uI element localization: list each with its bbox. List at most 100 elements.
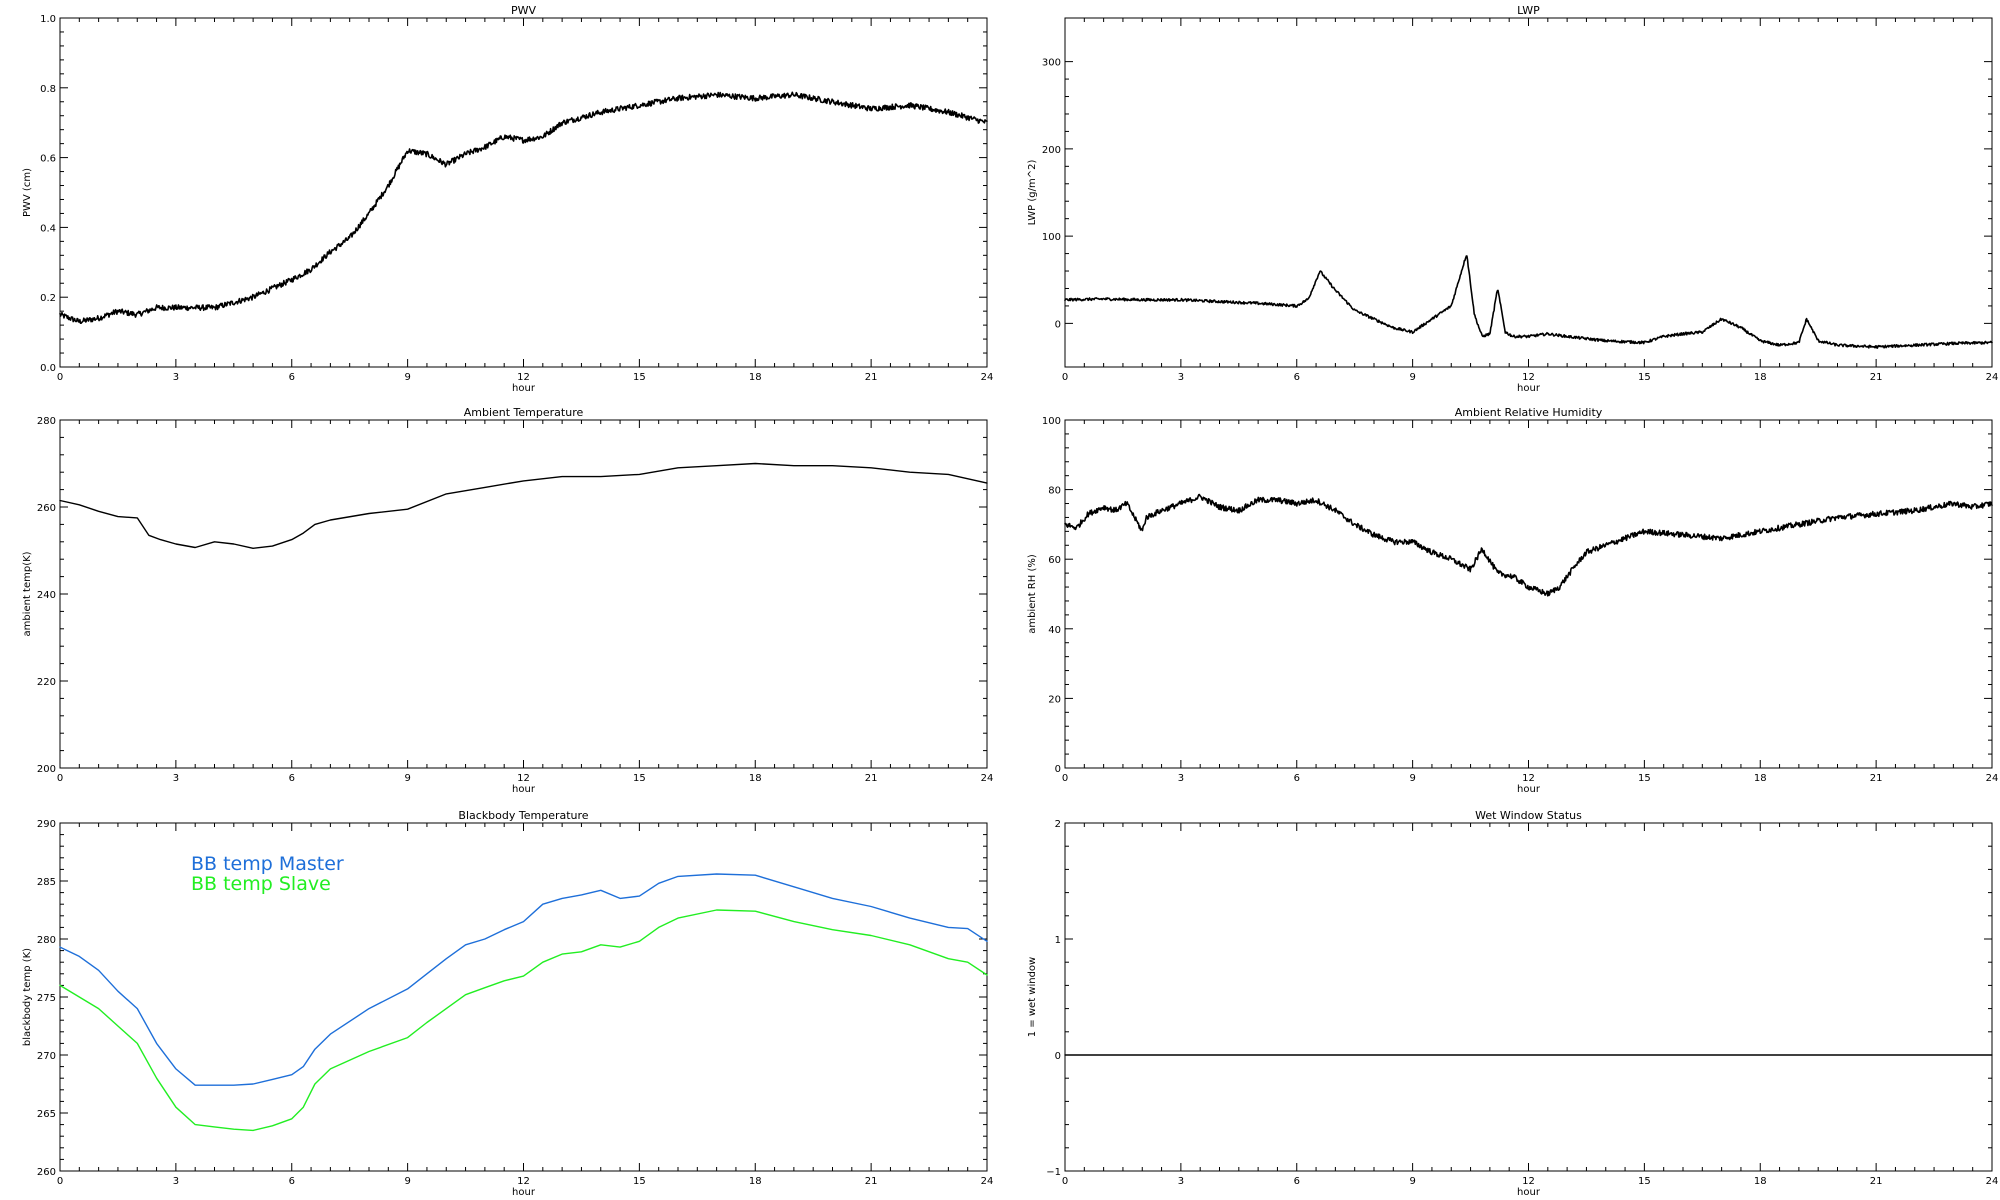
x-tick-label: 15 — [1638, 773, 1651, 784]
x-tick-label: 6 — [289, 372, 295, 383]
y-tick-label: 280 — [37, 935, 56, 946]
x-tick-label: 18 — [749, 1176, 762, 1187]
chart-panel-0: PWV 0 3 6 9 12 15 18 21 24 hour 0.0 0.2 0.4 0.6 0.8 1.0 P… — [22, 4, 993, 394]
y-tick-label: 285 — [37, 877, 56, 888]
x-tick-label: 24 — [981, 372, 994, 383]
y-tick-label: 0.4 — [40, 223, 56, 234]
series-line-0 — [1064, 255, 1993, 349]
x-tick-label: 24 — [1986, 1176, 1999, 1187]
x-tick-label: 3 — [1178, 372, 1184, 383]
y-axis-label: ambient RH (%) — [1027, 554, 1038, 634]
y-tick-label: 0 — [1055, 764, 1061, 775]
y-axis-label: PWV (cm) — [22, 168, 33, 217]
y-tick-label: 40 — [1048, 625, 1061, 636]
x-tick-label: 21 — [1870, 372, 1883, 383]
x-tick-label: 9 — [1409, 372, 1415, 383]
plot-frame — [1064, 822, 1993, 1172]
y-tick-label: 290 — [37, 819, 56, 830]
y-tick-label: 200 — [37, 764, 56, 775]
x-tick-label: 24 — [981, 773, 994, 784]
x-tick-label: 21 — [1870, 1176, 1883, 1187]
x-tick-label: 21 — [865, 372, 878, 383]
series-line-0 — [59, 873, 988, 1086]
chart-panel-3: Ambient Relative Humidity 0 3 6 9 12 15 18 21 24 h… — [1027, 406, 1998, 795]
chart-panel-4: Blackbody Temperature 0 3 6 9 12 15 18 21 24 hour 2… — [22, 809, 993, 1198]
x-axis-label: hour — [1517, 383, 1541, 394]
plot-frame — [59, 419, 988, 769]
y-tick-label: 1.0 — [40, 14, 56, 25]
x-tick-label: 9 — [1409, 1176, 1415, 1187]
x-axis-label: hour — [1517, 784, 1541, 795]
y-tick-label: 200 — [1042, 145, 1061, 156]
x-tick-label: 12 — [517, 1176, 530, 1187]
x-tick-label: 18 — [1754, 372, 1767, 383]
y-axis-label: LWP (g/m^2) — [1027, 160, 1038, 226]
y-tick-label: −1 — [1046, 1167, 1061, 1178]
x-tick-label: 6 — [1294, 372, 1300, 383]
x-tick-label: 6 — [1294, 1176, 1300, 1187]
x-tick-label: 0 — [1062, 1176, 1068, 1187]
x-tick-label: 12 — [517, 773, 530, 784]
plot-frame — [1064, 419, 1993, 769]
y-tick-label: 0.8 — [40, 84, 56, 95]
y-tick-label: 100 — [1042, 232, 1061, 243]
x-tick-label: 3 — [1178, 1176, 1184, 1187]
x-tick-label: 15 — [633, 372, 646, 383]
y-tick-label: 80 — [1048, 486, 1061, 497]
x-axis-label: hour — [1517, 1187, 1541, 1198]
x-tick-label: 15 — [1638, 372, 1651, 383]
x-tick-label: 9 — [404, 773, 410, 784]
y-tick-label: 275 — [37, 993, 56, 1004]
chart-title: PWV — [511, 4, 537, 17]
y-tick-label: 0 — [1055, 319, 1061, 330]
y-tick-label: 240 — [37, 590, 56, 601]
y-tick-label: 270 — [37, 1051, 56, 1062]
x-axis-label: hour — [512, 383, 536, 394]
y-tick-label: 1 — [1055, 935, 1061, 946]
x-tick-label: 0 — [57, 773, 63, 784]
y-tick-label: 0.0 — [40, 363, 56, 374]
y-tick-label: 0 — [1055, 1051, 1061, 1062]
x-axis-label: hour — [512, 1187, 536, 1198]
x-tick-label: 3 — [1178, 773, 1184, 784]
y-tick-label: 100 — [1042, 416, 1061, 427]
y-tick-label: 0.6 — [40, 154, 56, 165]
x-tick-label: 6 — [289, 773, 295, 784]
series-line-0 — [59, 91, 988, 325]
y-tick-label: 265 — [37, 1109, 56, 1120]
series-line-0 — [1064, 493, 1993, 597]
y-tick-label: 260 — [37, 1167, 56, 1178]
x-tick-label: 12 — [1522, 372, 1535, 383]
x-tick-label: 21 — [1870, 773, 1883, 784]
y-tick-label: 220 — [37, 677, 56, 688]
x-tick-label: 6 — [1294, 773, 1300, 784]
x-tick-label: 24 — [1986, 773, 1999, 784]
y-tick-label: 0.2 — [40, 293, 56, 304]
series-line-1 — [59, 909, 988, 1132]
chart-title: LWP — [1517, 4, 1540, 17]
chart-title: Blackbody Temperature — [458, 809, 588, 822]
x-tick-label: 9 — [404, 1176, 410, 1187]
chart-panel-2: Ambient Temperature 0 3 6 9 12 15 18 21 24 hour 200… — [22, 406, 993, 795]
x-tick-label: 21 — [865, 1176, 878, 1187]
x-tick-label: 18 — [749, 773, 762, 784]
chart-panel-1: LWP 0 3 6 9 12 15 18 21 24 hour 0 100 200 300 LWP (g/m^… — [1027, 4, 1998, 394]
y-tick-label: 300 — [1042, 58, 1061, 69]
x-tick-label: 18 — [749, 372, 762, 383]
x-axis-label: hour — [512, 784, 536, 795]
x-tick-label: 0 — [1062, 372, 1068, 383]
x-tick-label: 24 — [1986, 372, 1999, 383]
x-tick-label: 12 — [517, 372, 530, 383]
x-tick-label: 15 — [1638, 1176, 1651, 1187]
y-tick-label: 20 — [1048, 694, 1061, 705]
y-tick-label: 260 — [37, 503, 56, 514]
x-tick-label: 9 — [404, 372, 410, 383]
x-tick-label: 3 — [173, 372, 179, 383]
x-tick-label: 0 — [1062, 773, 1068, 784]
x-tick-label: 15 — [633, 1176, 646, 1187]
x-tick-label: 12 — [1522, 773, 1535, 784]
x-tick-label: 12 — [1522, 1176, 1535, 1187]
plot-frame — [1064, 17, 1993, 368]
x-tick-label: 21 — [865, 773, 878, 784]
